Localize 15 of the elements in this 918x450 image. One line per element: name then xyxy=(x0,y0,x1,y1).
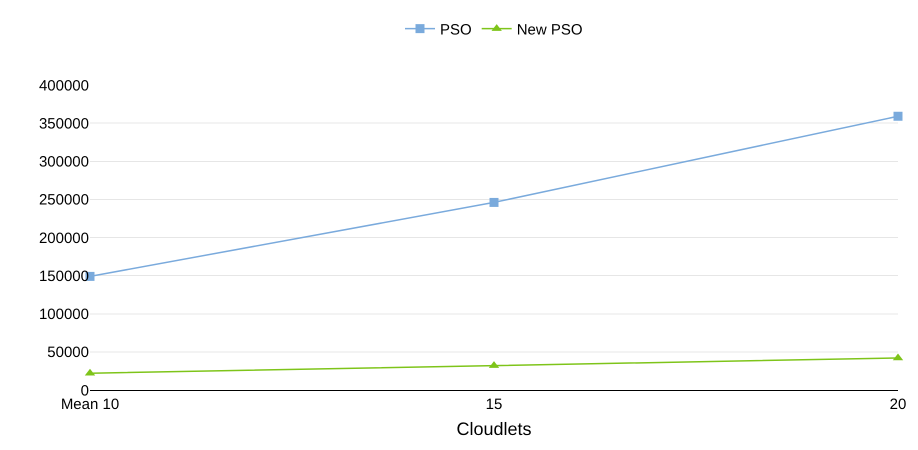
x-tick-label: 20 xyxy=(890,396,906,413)
x-axis-title: Cloudlets xyxy=(456,419,532,440)
y-tick-label: 350000 xyxy=(38,115,89,132)
y-tick-label: 150000 xyxy=(38,268,89,285)
y-tick-label: 400000 xyxy=(38,77,89,94)
y-tick-label: 50000 xyxy=(47,344,89,362)
legend-label: New PSO xyxy=(516,21,583,38)
y-tick-label: 300000 xyxy=(38,154,89,170)
point xyxy=(894,112,902,121)
legend-label: PSO xyxy=(440,21,472,38)
y-tick-label: 100000 xyxy=(38,306,89,323)
y-tick-label: 200000 xyxy=(38,230,89,247)
point xyxy=(490,198,498,207)
x-tick-label: 15 xyxy=(486,396,502,413)
y-tick-label: 250000 xyxy=(38,192,89,209)
